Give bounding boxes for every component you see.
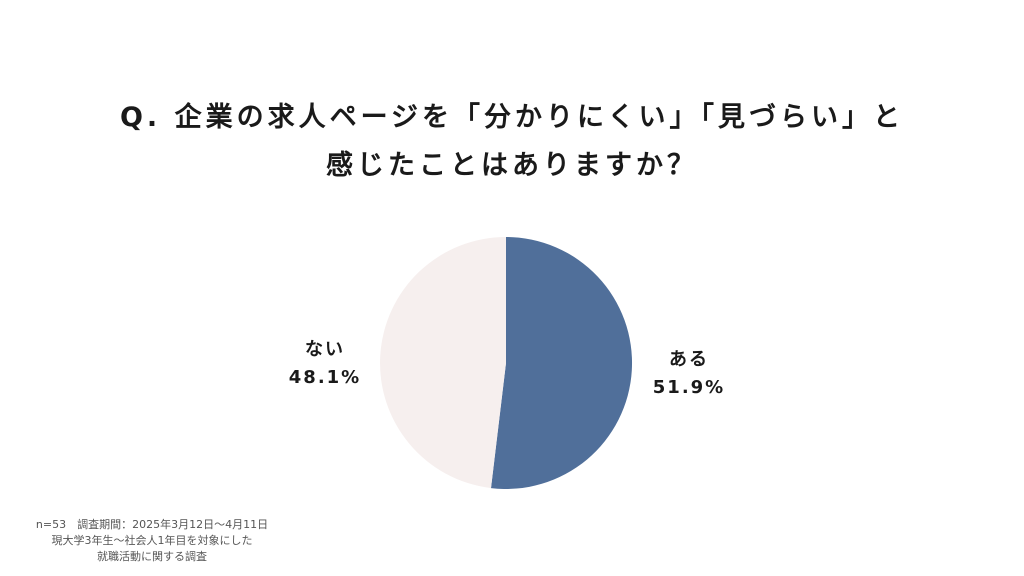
slice-value-nai: 48.1% bbox=[288, 367, 362, 388]
survey-note-line1: n=53 調査期間：2025年3月12日〜4月11日 bbox=[35, 518, 269, 531]
slice-label-nai: ない 48.1% bbox=[270, 336, 380, 392]
slice-category-nai: ない bbox=[305, 339, 345, 360]
chart-title-line1: Q. 企業の求人ページを「分かりにくい」「見づらい」と bbox=[119, 102, 905, 133]
chart-title: Q. 企業の求人ページを「分かりにくい」「見づらい」と 感じたことはありますか？ bbox=[0, 94, 1024, 190]
slice-label-aru: ある 51.9% bbox=[634, 346, 744, 402]
slice-value-aru: 51.9% bbox=[652, 377, 726, 398]
survey-note: n=53 調査期間：2025年3月12日〜4月11日 現大学3年生〜社会人1年目… bbox=[22, 517, 282, 565]
pie-slice-nai bbox=[380, 237, 506, 489]
pie-slice-aru bbox=[490, 237, 633, 489]
survey-note-line2: 現大学3年生〜社会人1年目を対象にした bbox=[51, 534, 253, 547]
slice-category-aru: ある bbox=[669, 349, 709, 370]
survey-note-line3: 就職活動に関する調査 bbox=[97, 550, 207, 563]
chart-title-line2: 感じたことはありますか？ bbox=[326, 150, 698, 181]
